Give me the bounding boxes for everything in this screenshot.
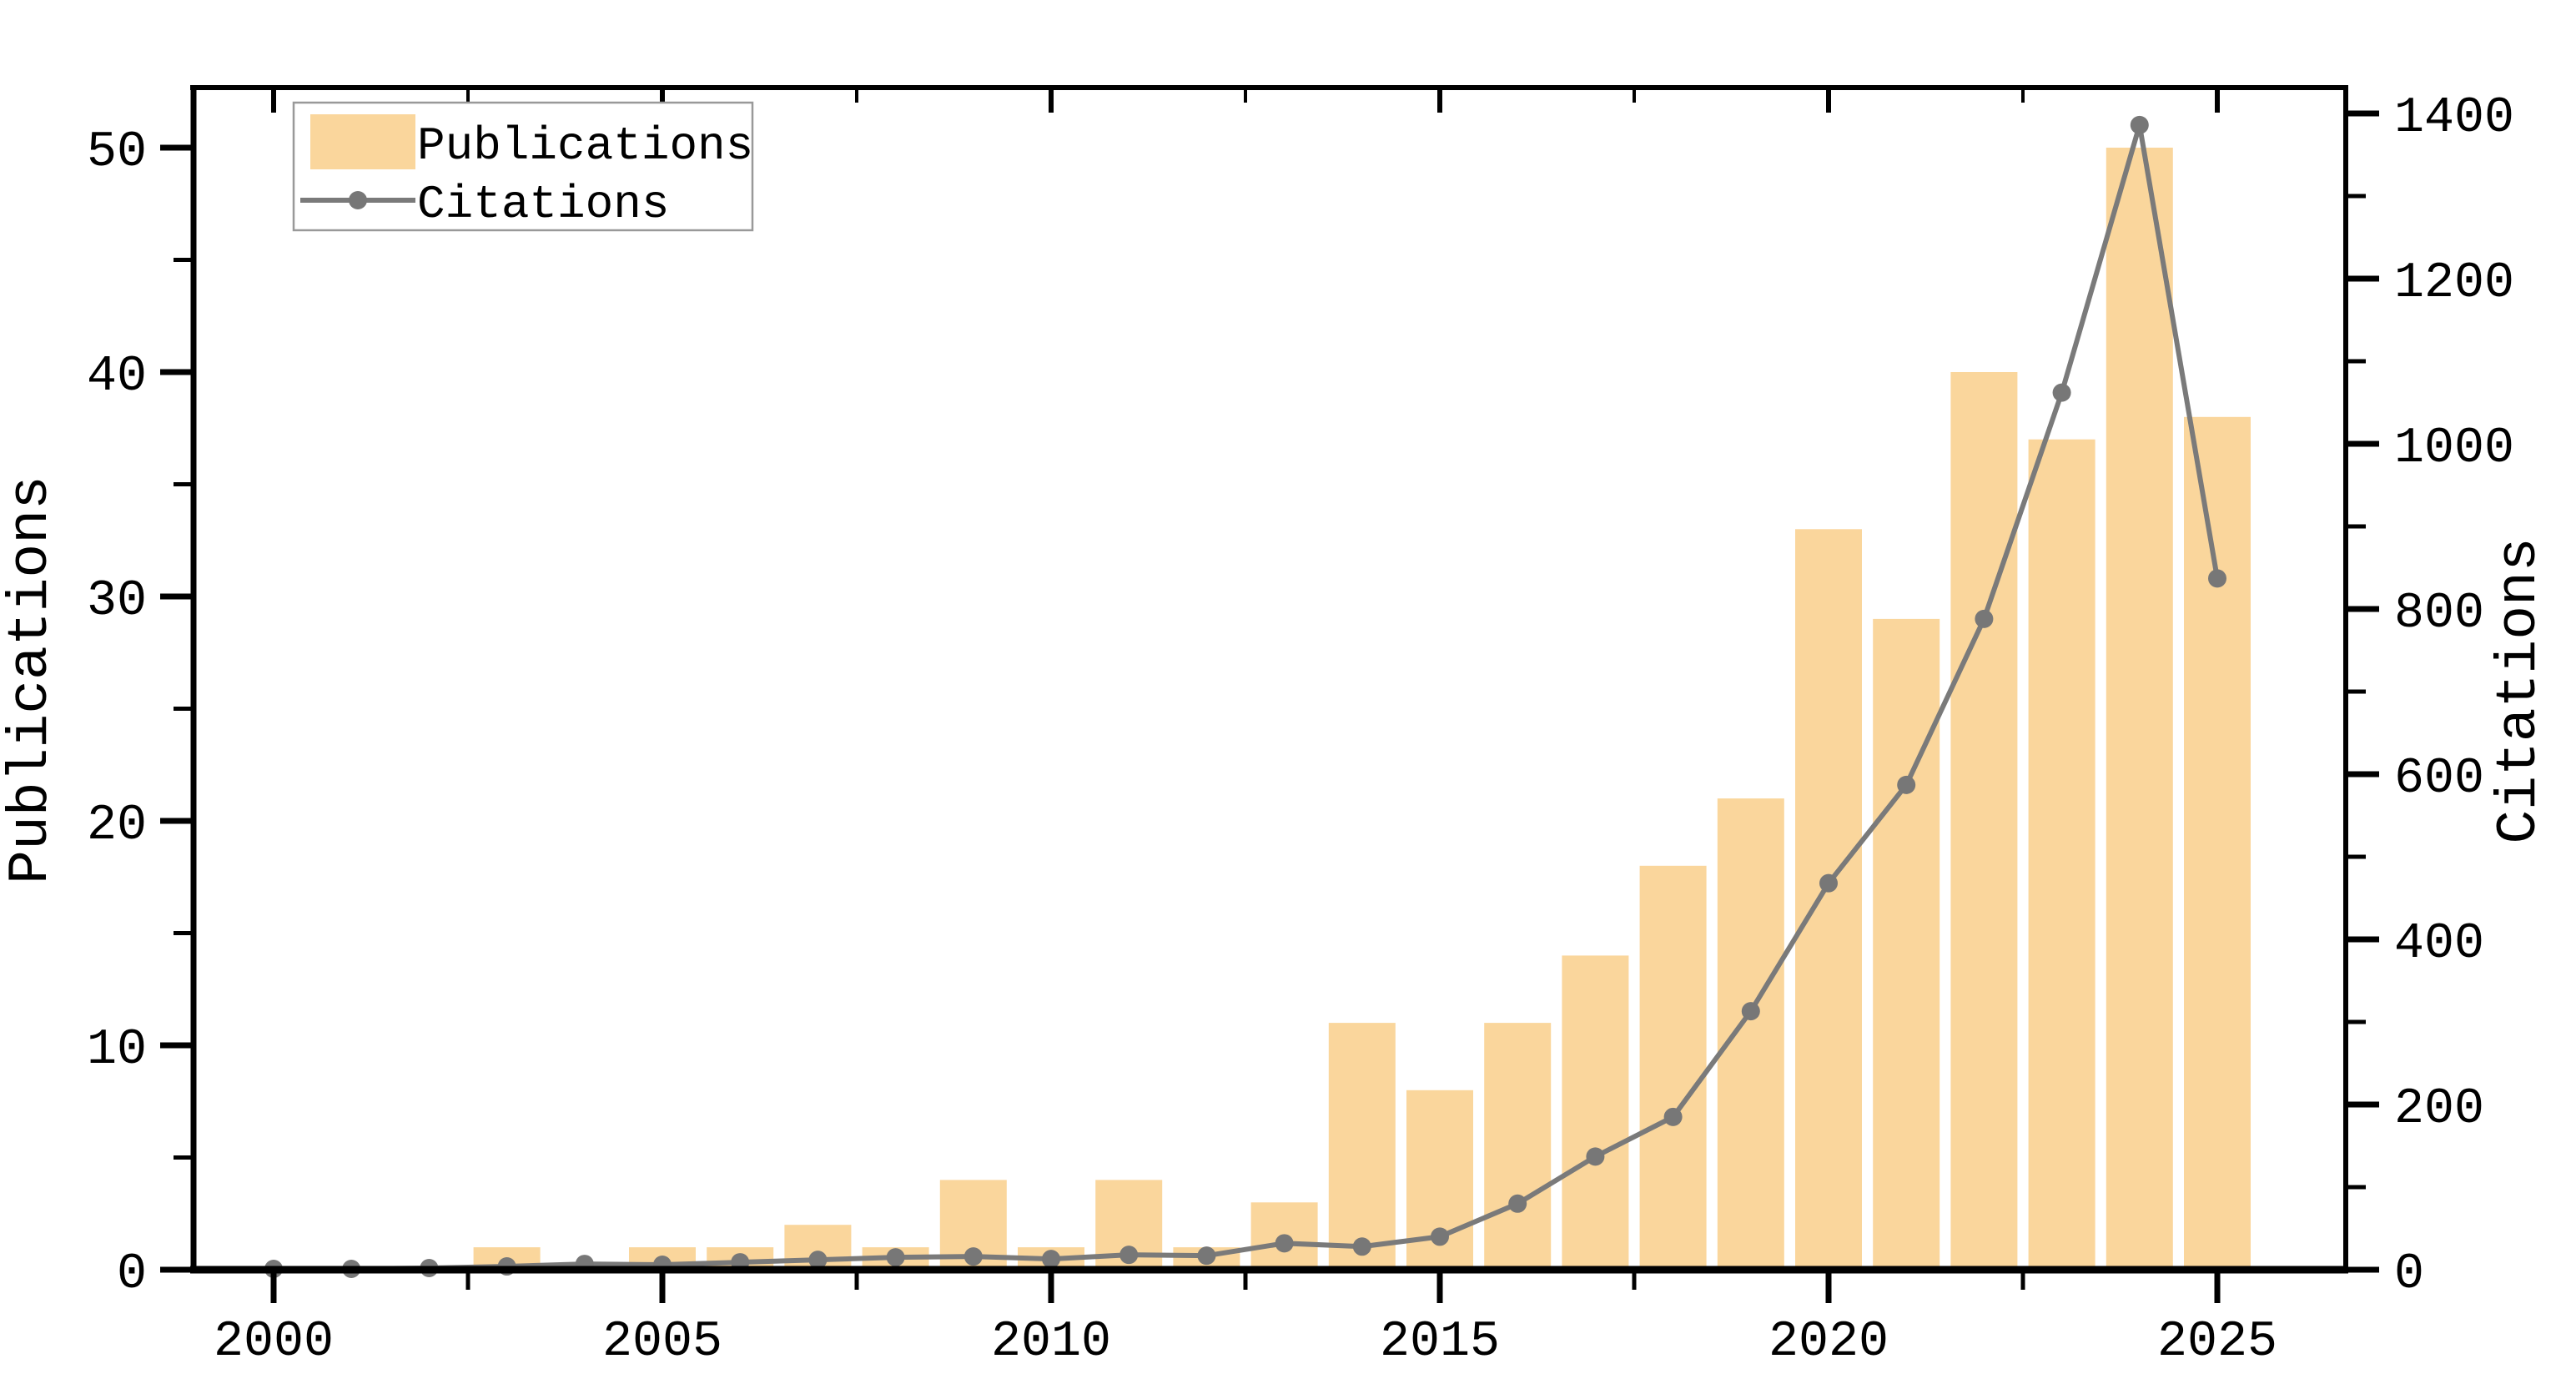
citations-point-2018 [1663,1107,1683,1126]
citations-point-2024 [2130,115,2149,134]
x-tick-label: 2005 [602,1314,722,1371]
right-tick-label: 1400 [2394,90,2514,147]
right-tick-label: 400 [2394,916,2484,973]
tick-labels: 2000 2005 2010 2015 2020 2025 0 10 20 30 40 50 0 200 4… [87,90,2514,1371]
citations-point-2022 [1975,609,1994,628]
citations-point-2009 [963,1247,983,1266]
left-tick-label: 0 [117,1246,147,1303]
citations-point-2014 [1352,1237,1371,1256]
left-tick-label: 20 [87,798,147,854]
citations-point-2020 [1819,873,1838,893]
x-tick-label: 2015 [1380,1314,1500,1371]
legend-label-citations: Citations [417,178,669,231]
citations-point-2012 [1197,1246,1216,1266]
left-tick-label: 30 [87,573,147,630]
bar-2014 [1328,1023,1396,1270]
legend-label-publications: Publications [417,119,753,173]
bar-2017 [1562,955,1629,1270]
bar-2024 [2106,148,2173,1270]
citations-line [274,124,2220,1272]
citations-point-2016 [1508,1194,1527,1213]
left-tick-label: 50 [87,124,147,181]
citations-point-2013 [1275,1234,1294,1253]
x-tick-label: 2025 [2157,1314,2277,1371]
bar-2020 [1795,529,1862,1270]
bar-2016 [1484,1023,1552,1270]
bars-series [473,148,2251,1270]
citations-point-2011 [1119,1246,1139,1265]
right-tick-label: 200 [2394,1081,2484,1138]
citations-point-2025 [2208,569,2226,588]
bar-2019 [1717,798,1784,1270]
left-tick-label: 40 [87,349,147,405]
right-tick-label: 600 [2394,751,2484,808]
legend-swatch-publications-icon [310,114,415,169]
citations-point-2007 [808,1251,828,1270]
right-tick-label: 1200 [2394,255,2514,312]
citations-point-2023 [2052,383,2071,402]
x-tick-label: 2000 [214,1314,334,1371]
bar-2021 [1873,618,1940,1270]
citations-point-2019 [1741,1002,1760,1021]
citations-point-2008 [886,1248,905,1267]
right-tick-label: 800 [2394,586,2484,642]
axes [160,85,2379,1303]
legend-dot-citations-icon [349,191,367,209]
left-axis-title: Publications [0,476,63,884]
left-tick-label: 10 [87,1022,147,1079]
citations-point-2021 [1897,775,1916,794]
x-tick-label: 2010 [991,1314,1111,1371]
citations-point-2017 [1586,1147,1605,1166]
x-tick-label: 2020 [1768,1314,1889,1371]
legend: Publications Citations [292,101,753,232]
bar-2022 [1950,372,2018,1270]
bar-2023 [2028,439,2096,1270]
bar-2025 [2184,416,2251,1270]
right-tick-label: 1000 [2394,420,2514,477]
bar-2018 [1639,865,1707,1270]
citations-point-2010 [1042,1250,1060,1269]
right-axis-title: Citations [2488,537,2552,843]
citations-point-2015 [1431,1227,1449,1246]
right-tick-label: 0 [2394,1246,2424,1303]
